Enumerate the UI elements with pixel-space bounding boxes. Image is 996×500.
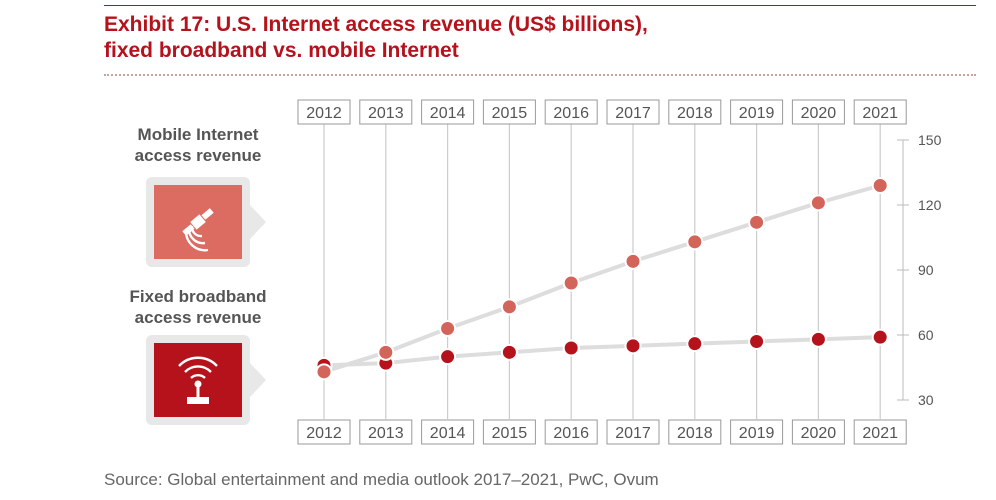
year-box-top-2016 [544, 99, 598, 125]
year-box-top-2017 [606, 99, 660, 125]
year-box-bottom-2013 [359, 419, 413, 445]
year-box-bottom-2019 [730, 419, 784, 445]
x-tick-label-bottom-2015: 2015 [492, 425, 528, 442]
x-tick-label-bottom-2016: 2016 [553, 425, 589, 442]
legend-label-fixed: Fixed broadband access revenue [129, 287, 267, 327]
mobile-point-2021 [871, 177, 889, 194]
fixed-point-2014 [439, 348, 457, 366]
y-tick-label-60: 60 [918, 327, 934, 343]
series-layer [315, 177, 889, 381]
year-box-bottom-2020 [791, 419, 845, 445]
x-tick-label-bottom-2012: 2012 [306, 425, 342, 442]
y-tick-label-150: 150 [918, 132, 942, 148]
x-tick-label-top-2017: 2017 [615, 105, 651, 122]
year-box-top-2020 [791, 99, 845, 125]
legend-label-mobile: Mobile Internet access revenue [134, 125, 262, 165]
fixed-series-line [323, 335, 881, 368]
year-box-top-2021 [853, 99, 907, 125]
legend-box-fixed [146, 335, 266, 425]
x-tick-label-bottom-2014: 2014 [430, 425, 466, 442]
mobile-point-2018 [686, 233, 704, 251]
y-axis-ticks: 150 120 90 60 30 [897, 132, 942, 408]
fixed-point-2019 [748, 333, 766, 350]
year-box-bottom-2017 [606, 419, 660, 445]
fixed-point-2016 [562, 339, 580, 357]
title-line-1: Exhibit 17: U.S. Internet access revenue… [104, 13, 648, 36]
title-divider [104, 74, 976, 76]
year-box-bottom-2018 [668, 419, 722, 445]
y-tick-label-30: 30 [918, 392, 934, 408]
x-tick-label-bottom-2021: 2021 [862, 425, 898, 442]
mobile-point-2013 [377, 343, 395, 361]
x-tick-label-top-2012: 2012 [306, 105, 342, 122]
x-tick-label-top-2018: 2018 [677, 105, 713, 122]
wifi-router-icon [178, 356, 218, 404]
year-box-bottom-2012 [297, 419, 351, 445]
x-tick-label-top-2016: 2016 [553, 105, 589, 122]
mobile-point-2020 [809, 194, 827, 212]
year-box-bottom-2021 [853, 419, 907, 445]
fixed-point-2015 [500, 343, 518, 361]
x-tick-label-bottom-2013: 2013 [368, 425, 404, 442]
mobile-point-2012 [315, 363, 333, 381]
mobile-point-2015 [500, 298, 518, 316]
x-tick-label-top-2013: 2013 [368, 105, 404, 122]
series-lines [323, 183, 881, 374]
y-tick-label-90: 90 [918, 262, 934, 278]
legend-box-mobile [146, 177, 266, 267]
mobile-point-2014 [439, 320, 457, 337]
mobile-point-2016 [562, 274, 580, 292]
fixed-point-2020 [809, 330, 827, 348]
year-box-top-2018 [668, 99, 722, 125]
source-note: Source: Global entertainment and media o… [104, 470, 659, 489]
mobile-point-2017 [624, 252, 642, 270]
year-box-bottom-2015 [482, 419, 536, 445]
series-points [315, 177, 889, 381]
fixed-point-2018 [686, 335, 704, 353]
year-box-top-2013 [359, 99, 413, 125]
x-tick-label-top-2020: 2020 [801, 105, 837, 122]
year-box-top-2012 [297, 99, 351, 125]
fixed-point-2017 [624, 337, 642, 355]
title-line-2: fixed broadband vs. mobile Internet [104, 39, 459, 62]
x-axis-labels-bottom: 2012 2013 2014 2015 2016 2017 2018 2019 2020 2021 [297, 419, 907, 445]
x-tick-label-bottom-2017: 2017 [615, 425, 651, 442]
year-box-bottom-2016 [544, 419, 598, 445]
x-tick-label-top-2015: 2015 [492, 105, 528, 122]
x-tick-label-bottom-2018: 2018 [677, 425, 713, 442]
title-rule [104, 5, 976, 6]
year-box-top-2015 [482, 99, 536, 125]
fixed-point-2021 [871, 328, 889, 346]
x-tick-label-bottom-2019: 2019 [739, 425, 775, 442]
x-axis-labels-top: 2012 2013 2014 2015 2016 2017 2018 2019 2020 2021 [297, 99, 907, 125]
satellite-icon [182, 208, 214, 252]
x-tick-label-top-2019: 2019 [739, 105, 775, 122]
chart-title: Exhibit 17: U.S. Internet access revenue… [104, 12, 974, 64]
mobile-point-2019 [748, 213, 766, 231]
x-tick-label-top-2014: 2014 [430, 105, 466, 122]
x-tick-label-top-2021: 2021 [862, 105, 898, 122]
year-box-bottom-2014 [421, 419, 475, 445]
x-tick-label-bottom-2020: 2020 [801, 425, 837, 442]
year-gridlines [323, 124, 881, 419]
mobile-series-line [323, 183, 881, 374]
y-tick-label-120: 120 [918, 197, 942, 213]
year-box-top-2019 [730, 99, 784, 125]
year-box-top-2014 [421, 99, 475, 125]
